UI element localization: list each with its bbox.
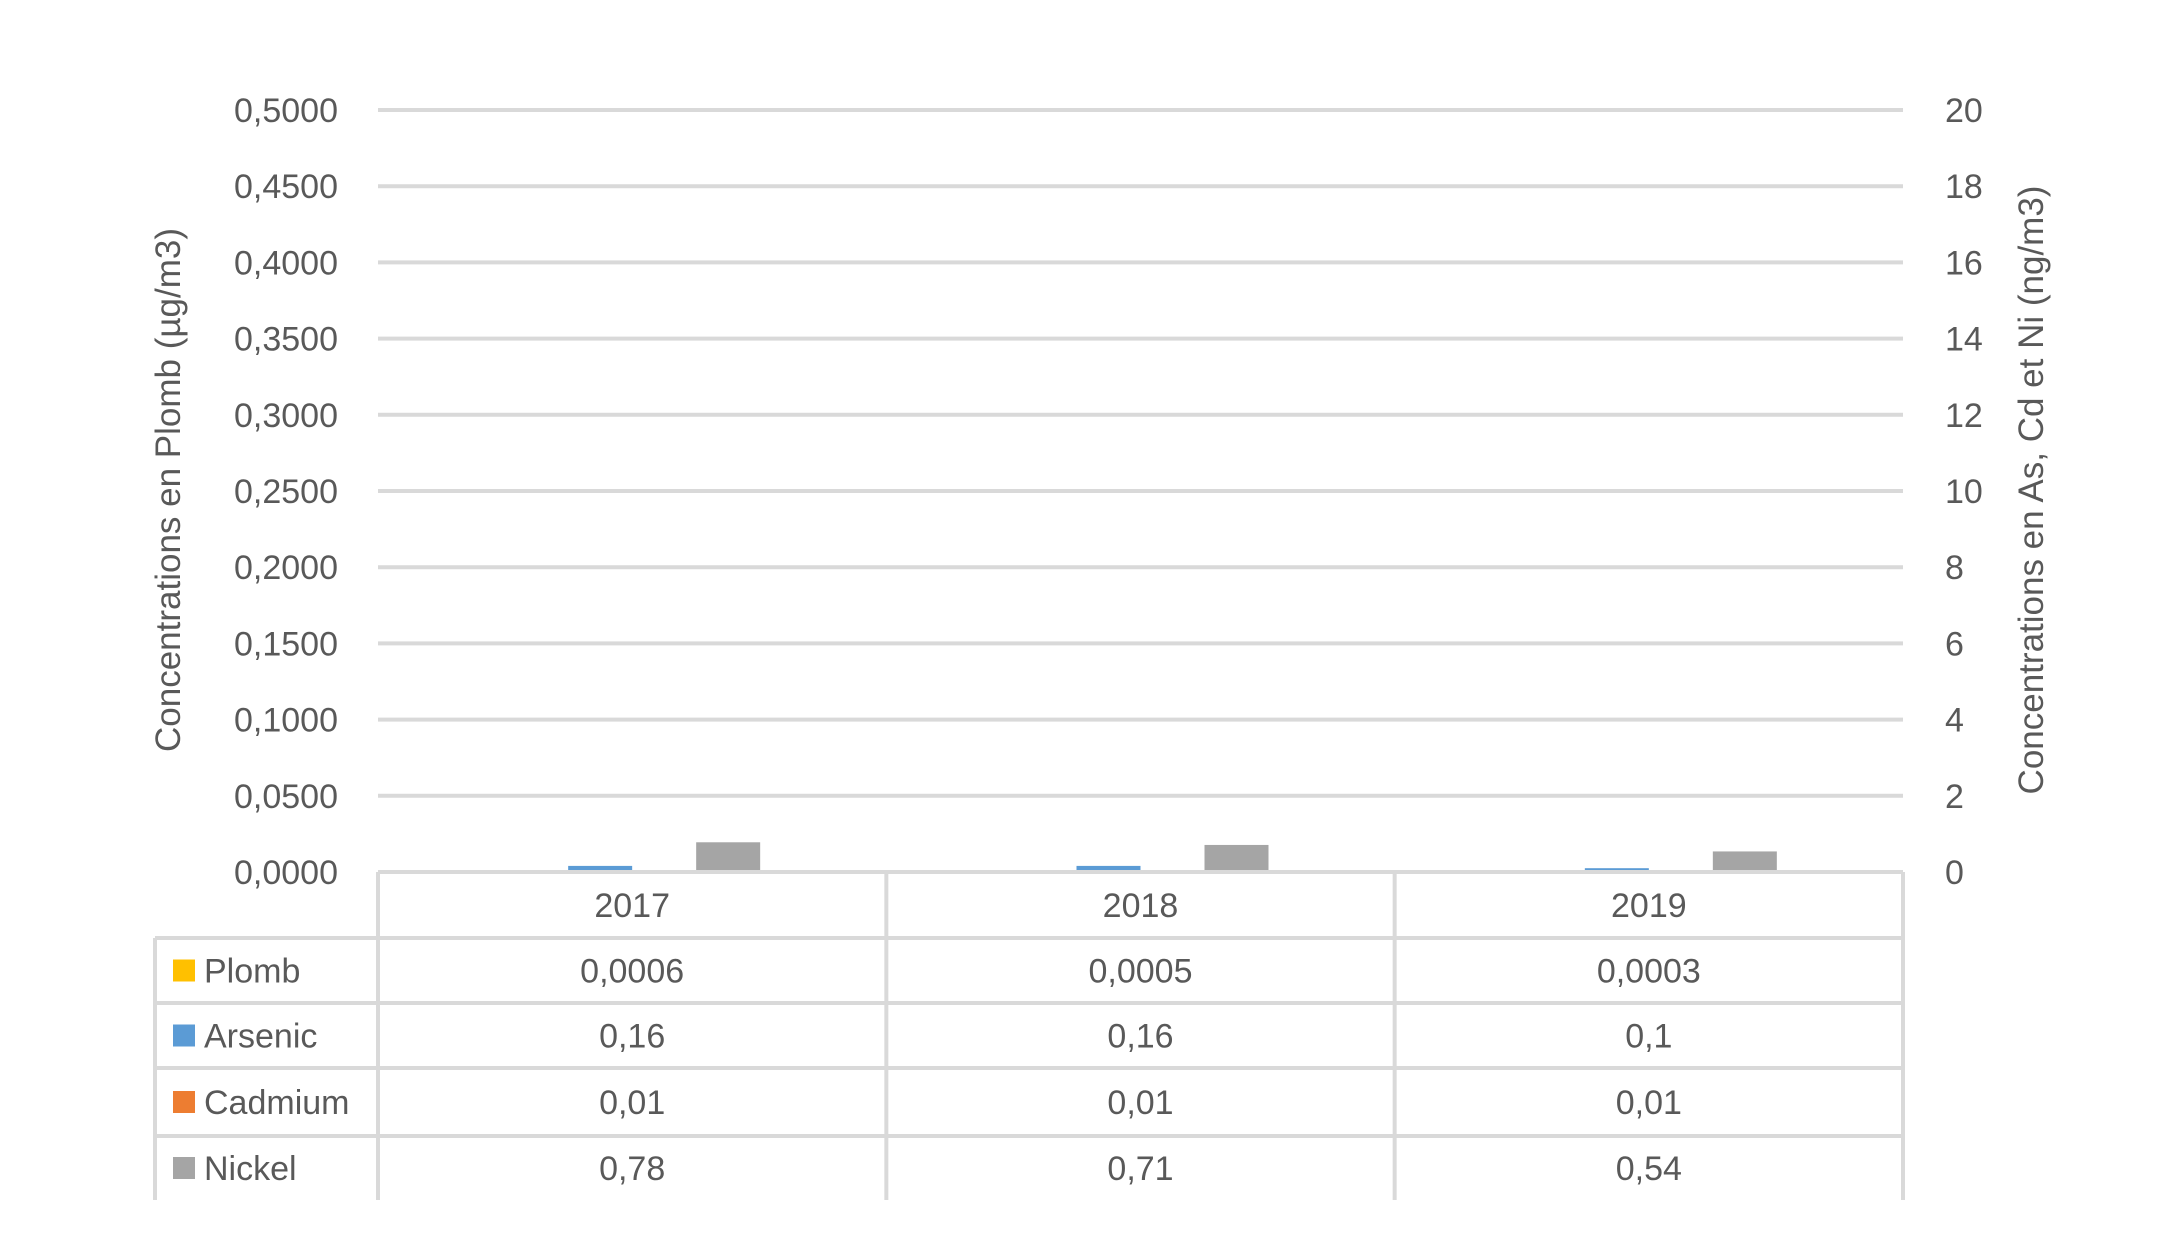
y-tick-right: 20	[1945, 92, 1983, 130]
legend-label-plomb: Plomb	[204, 953, 300, 991]
y-tick-left: 0,0500	[234, 778, 338, 816]
y-tick-right: 8	[1945, 549, 1964, 587]
data-label: 0,0005	[1089, 953, 1193, 991]
data-label: 0,01	[1107, 1084, 1173, 1122]
y-tick-right: 12	[1945, 397, 1983, 435]
y-tick-left: 0,2000	[234, 549, 338, 587]
data-label: 0,01	[599, 1084, 665, 1122]
bar-nickel	[1205, 845, 1269, 872]
bar-nickel	[696, 842, 760, 872]
data-label: 0,01	[1616, 1084, 1682, 1122]
y-tick-left: 0,0000	[234, 854, 338, 892]
y-tick-right: 2	[1945, 778, 1964, 816]
y-tick-right: 16	[1945, 244, 1983, 282]
legend-key-plomb	[173, 960, 195, 982]
y-tick-right: 18	[1945, 168, 1983, 206]
y-tick-left: 0,4000	[234, 244, 338, 282]
x-tick-label: 2017	[594, 887, 670, 925]
data-label: 0,54	[1616, 1150, 1682, 1188]
y-tick-right: 4	[1945, 702, 1964, 740]
legend-label-arsenic: Arsenic	[204, 1018, 317, 1056]
legend-label-cadmium: Cadmium	[204, 1084, 349, 1122]
data-label: 0,78	[599, 1150, 665, 1188]
y-tick-left: 0,3000	[234, 397, 338, 435]
data-label: 0,1	[1625, 1018, 1672, 1056]
data-label: 0,0006	[580, 953, 684, 991]
y-tick-left: 0,5000	[234, 92, 338, 130]
data-label: 0,71	[1107, 1150, 1173, 1188]
legend-label-nickel: Nickel	[204, 1150, 297, 1188]
y-tick-right: 14	[1945, 321, 1983, 359]
y-axis-left-title: Concentrations en Plomb (µg/m3)	[149, 228, 188, 752]
bars	[504, 842, 1777, 872]
gridlines	[378, 110, 1903, 796]
data-label: 0,0003	[1597, 953, 1701, 991]
legend-key-nickel	[173, 1157, 195, 1179]
y-tick-right: 0	[1945, 854, 1964, 892]
bar-nickel	[1713, 851, 1777, 872]
y-axis-right-title: Concentrations en As, Cd et Ni (ng/m3)	[2012, 186, 2051, 795]
y-tick-right: 6	[1945, 625, 1964, 663]
data-table: 2017 2018 2019 Plomb 0,0006 0,0005 0,0003 Arsen…	[155, 872, 1903, 1200]
x-tick-label: 2018	[1103, 887, 1179, 925]
data-label: 0,16	[599, 1018, 665, 1056]
y-tick-left: 0,2500	[234, 473, 338, 511]
x-tick-label: 2019	[1611, 887, 1687, 925]
data-label: 0,16	[1107, 1018, 1173, 1056]
legend-key-cadmium	[173, 1091, 195, 1113]
y-tick-left: 0,4500	[234, 168, 338, 206]
y-tick-right: 10	[1945, 473, 1983, 511]
y-tick-left: 0,1500	[234, 625, 338, 663]
y-tick-left: 0,1000	[234, 702, 338, 740]
legend-key-arsenic	[173, 1025, 195, 1047]
y-tick-left: 0,3500	[234, 321, 338, 359]
